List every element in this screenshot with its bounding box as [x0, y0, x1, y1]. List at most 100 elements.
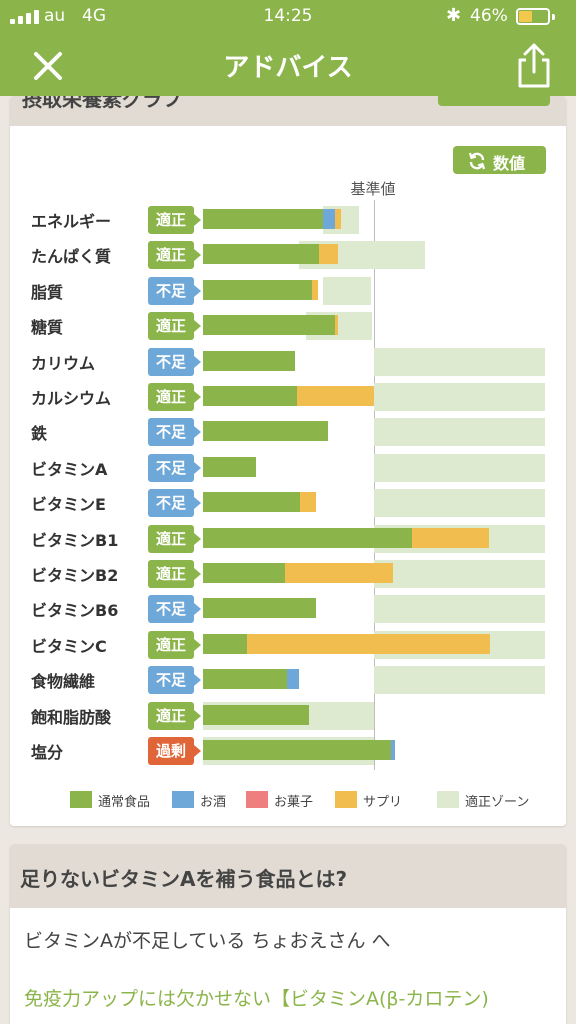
status-badge: 不足: [148, 418, 201, 447]
nutrient-row: ビタミンE 不足: [10, 489, 566, 518]
bar-segment-supplement: [334, 209, 342, 229]
status-badge: 不足: [148, 595, 201, 624]
status-badge: 過剰: [148, 737, 201, 765]
nutrient-name: 鉄: [31, 424, 48, 444]
legend-label: サプリ: [363, 795, 403, 810]
nutrient-row: 飽和脂肪酸 適正: [10, 701, 566, 730]
nutrient-row: ビタミンB6 不足: [10, 595, 566, 624]
status-badge: 適正: [148, 630, 201, 659]
clock: 14:25: [263, 6, 313, 26]
nutrient-row: 塩分 過剰: [10, 737, 566, 765]
intake-card-header: 摂取栄養素グラフ: [10, 96, 566, 126]
bar-segment-food: [203, 421, 328, 442]
status-badge: 適正: [148, 241, 201, 270]
battery-percent: 46%: [470, 6, 508, 26]
status-badge: 適正: [148, 312, 201, 341]
legend-label: お酒: [200, 795, 227, 810]
optimal-zone: [374, 453, 545, 482]
chart-legend: 通常食品 お酒 お菓子 サプリ 適正ゾーン: [10, 790, 566, 810]
bar-segment-food: [203, 492, 301, 513]
status-badge: 適正: [148, 560, 201, 588]
basis-line: [374, 200, 375, 770]
status-bar: au 4G 14:25 ✱ 46%: [0, 0, 576, 34]
nutrient-row: ビタミンB1 適正: [10, 524, 566, 553]
bar-segment-supplement: [285, 563, 393, 583]
bar-segment-alcohol: [391, 740, 395, 760]
nutrient-row: カルシウム 適正: [10, 383, 566, 411]
nutrient-name: 糖質: [31, 318, 64, 338]
nutrient-name: 飽和脂肪酸: [31, 707, 112, 727]
numeric-toggle-label: 数値: [493, 154, 526, 173]
optimal-zone: [374, 666, 545, 695]
nutrient-name: 食物繊維: [31, 672, 96, 692]
optimal-zone: [374, 560, 545, 588]
bar-segment-alcohol: [286, 669, 299, 690]
nutrient-row: たんぱく質 適正: [10, 241, 566, 270]
nutrient-name: 脂質: [31, 282, 64, 302]
legend-swatch: [70, 791, 92, 808]
battery-icon: [516, 8, 555, 25]
bar-segment-food: [203, 527, 412, 548]
bar-segment-food: [203, 563, 286, 583]
signal-icon: [10, 10, 39, 24]
optimal-zone: [374, 347, 545, 376]
status-badge: 適正: [148, 524, 201, 553]
bar-segment-food: [203, 386, 298, 406]
legend-label: 通常食品: [98, 795, 151, 810]
advice-article-link[interactable]: 免疫力アップには欠かせない【ビタミンA(β-カロテン): [24, 988, 489, 1010]
bar-segment-food: [203, 209, 323, 229]
legend-swatch: [172, 791, 194, 808]
optimal-zone: [374, 595, 545, 624]
nutrient-row: ビタミンB2 適正: [10, 560, 566, 588]
bar-segment-food: [203, 315, 335, 336]
numeric-toggle-button[interactable]: 数値: [453, 146, 546, 174]
nutrient-name: ビタミンB1: [31, 530, 119, 550]
intake-card-title: 摂取栄養素グラフ: [22, 96, 182, 111]
page-title: アドバイス: [223, 53, 353, 83]
advice-card: 足りないビタミンAを補う食品とは? ビタミンAが不足している ちょおえさん へ …: [10, 844, 566, 1024]
nutrient-row: カリウム 不足: [10, 347, 566, 376]
bar-segment-food: [203, 598, 316, 619]
bar-segment-supplement: [297, 386, 374, 406]
advice-card-header: 足りないビタミンAを補う食品とは?: [10, 844, 566, 908]
bar-segment-supplement: [300, 492, 316, 513]
nutrient-row: 食物繊維 不足: [10, 666, 566, 695]
bar-segment-supplement: [334, 315, 339, 336]
nutrient-name: たんぱく質: [31, 247, 112, 267]
legend-swatch: [437, 791, 459, 808]
nutrient-name: カルシウム: [31, 389, 112, 408]
bar-segment-food: [203, 740, 392, 760]
bar-segment-food: [203, 279, 313, 300]
status-badge: 不足: [148, 666, 201, 695]
bar-segment-food: [203, 633, 248, 654]
optimal-zone: [374, 418, 545, 447]
nutrient-name: ビタミンB2: [31, 566, 119, 585]
nutrient-row: ビタミンA 不足: [10, 453, 566, 482]
bar-segment-food: [203, 244, 320, 265]
nutrient-name: 塩分: [31, 743, 64, 762]
bar-segment-food: [203, 669, 287, 690]
bar-segment-supplement: [319, 244, 339, 265]
nutrient-name: ビタミンC: [31, 636, 107, 656]
legend-swatch: [335, 791, 357, 808]
nutrient-row: ビタミンC 適正: [10, 630, 566, 659]
status-badge: 適正: [148, 701, 201, 730]
status-badge: 不足: [148, 347, 201, 376]
legend-label: 適正ゾーン: [465, 795, 530, 810]
bar-segment-supplement: [247, 633, 491, 654]
intake-chart-card: 摂取栄養素グラフ 数値 基準値 エネルギー 適正 たんぱく質 適正 脂質 不足 糖質 適正 カリ…: [10, 96, 566, 826]
nutrient-row: エネルギー 適正: [10, 206, 566, 234]
optimal-zone: [322, 276, 371, 305]
close-icon[interactable]: [28, 46, 68, 86]
status-badge: 不足: [148, 489, 201, 518]
bar-segment-supplement: [411, 527, 489, 548]
nutrient-name: ビタミンA: [31, 459, 108, 479]
status-badge: 適正: [148, 206, 201, 234]
advice-card-title: 足りないビタミンAを補う食品とは?: [20, 867, 348, 891]
nutrient-row: 鉄 不足: [10, 418, 566, 447]
share-icon[interactable]: [510, 42, 558, 90]
bar-segment-alcohol: [322, 209, 335, 229]
header-button[interactable]: [438, 96, 550, 106]
bar-segment-supplement: [312, 279, 318, 300]
nav-bar: アドバイス: [0, 34, 576, 96]
